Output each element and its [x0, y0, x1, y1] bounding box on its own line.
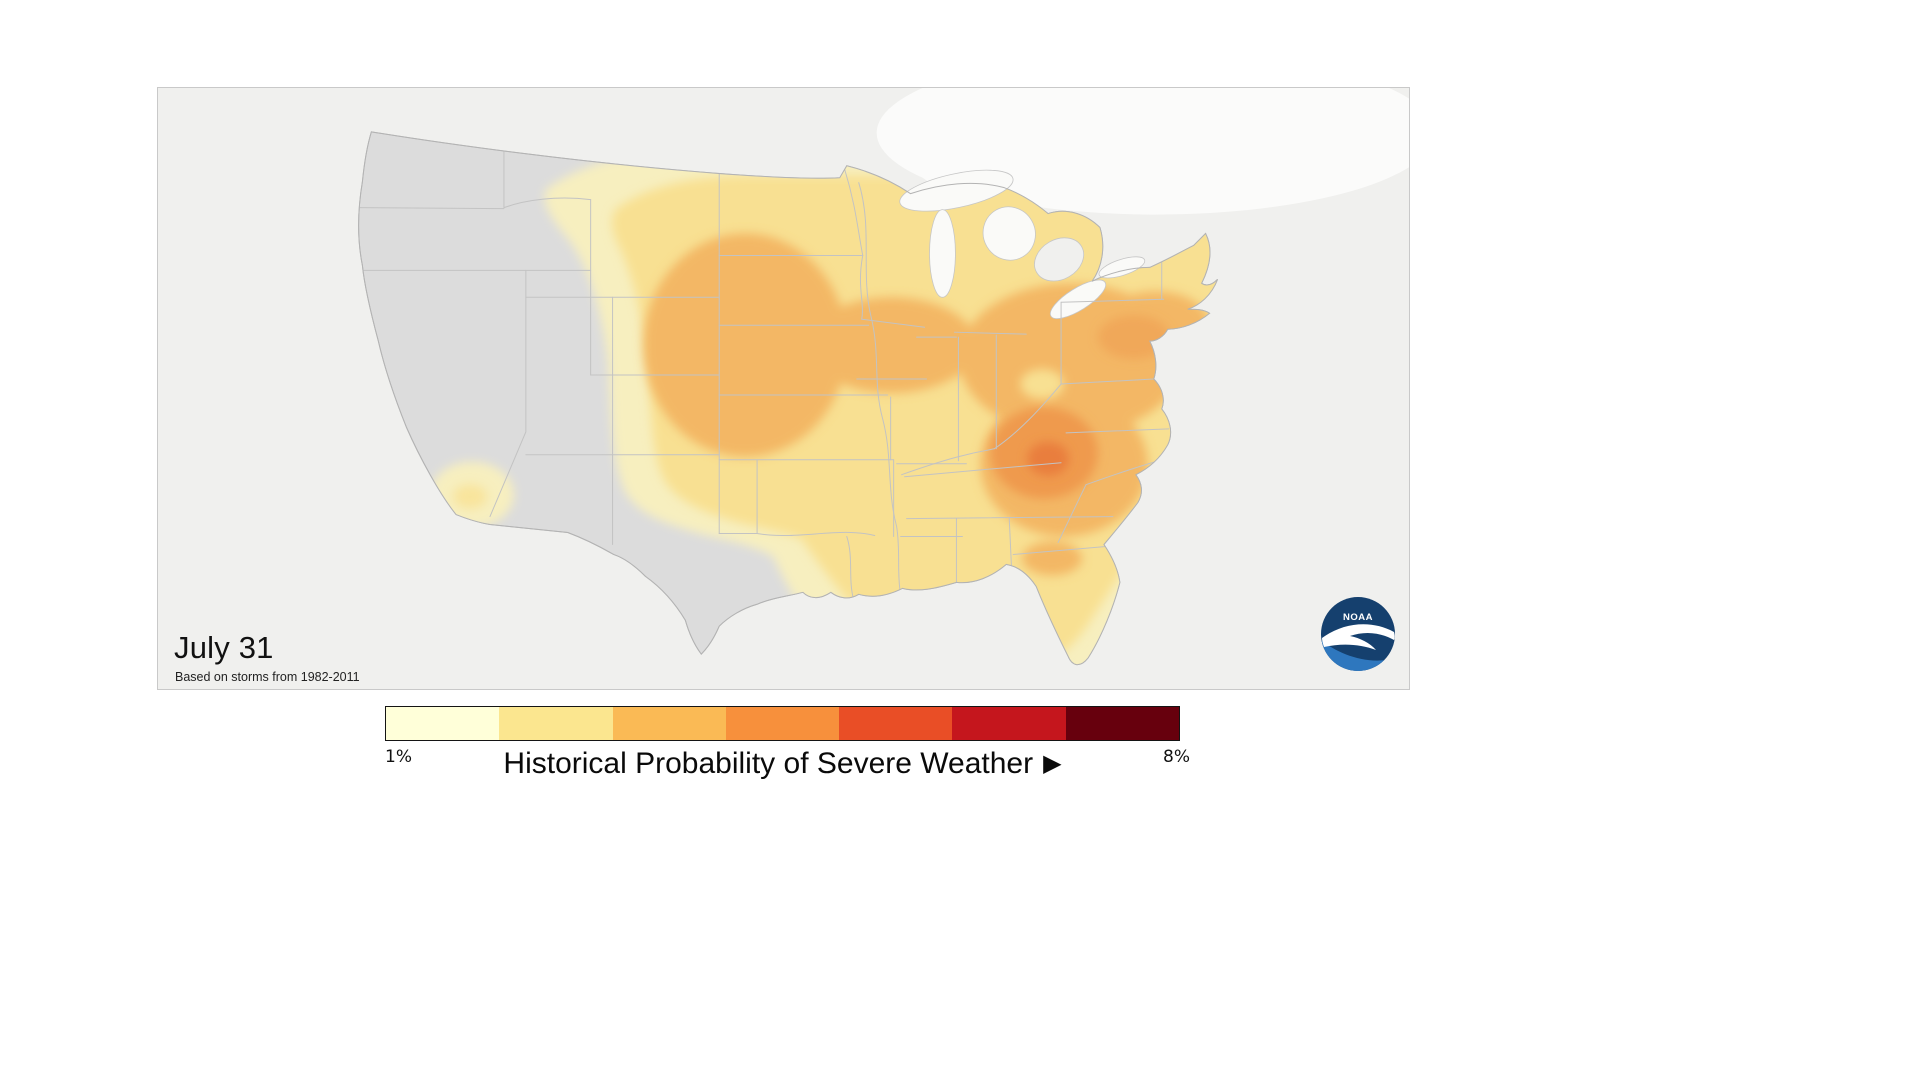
lake-ontario — [1098, 256, 1146, 279]
us-probability-map — [159, 88, 1409, 689]
legend-color-cell — [499, 707, 613, 740]
legend-colorbar — [385, 706, 1180, 741]
ontario-peninsula — [1034, 237, 1085, 282]
noaa-logo: NOAA — [1321, 597, 1395, 671]
noaa-logo-lower-wedge — [1321, 640, 1395, 671]
great-lakes — [899, 169, 1146, 319]
lake-michigan — [929, 209, 956, 298]
map-panel: July 31 Based on storms from 1982-2011 N… — [157, 87, 1410, 690]
legend-caption: Historical Probability of Severe Weather — [503, 747, 1034, 780]
lake-huron — [982, 206, 1036, 261]
legend-color-cell — [952, 707, 1066, 740]
legend-color-cell — [725, 707, 840, 740]
noaa-logo-text: NOAA — [1343, 612, 1373, 623]
appalachian-low-patch — [1020, 369, 1065, 399]
legend-caption-row: Historical Probability of Severe Weather… — [385, 747, 1180, 781]
legend-color-cell — [1065, 707, 1179, 740]
legend-color-cell — [386, 707, 500, 740]
next-arrow[interactable]: ▶ — [1043, 750, 1062, 777]
source-note: Based on storms from 1982-2011 — [175, 670, 360, 684]
state-borders — [358, 145, 1170, 601]
probability-level-5 — [1027, 441, 1070, 476]
lake-superior — [899, 169, 1014, 212]
noaa-seagull-icon — [1322, 624, 1395, 650]
legend-color-cell — [839, 707, 953, 740]
legend-min-label: 1% — [385, 747, 412, 767]
legend-color-cell — [612, 707, 726, 740]
legend-max-label: 8% — [1163, 747, 1190, 767]
us-coastline — [358, 131, 1219, 666]
lake-erie — [1049, 279, 1107, 319]
date-label: July 31 — [174, 630, 274, 665]
